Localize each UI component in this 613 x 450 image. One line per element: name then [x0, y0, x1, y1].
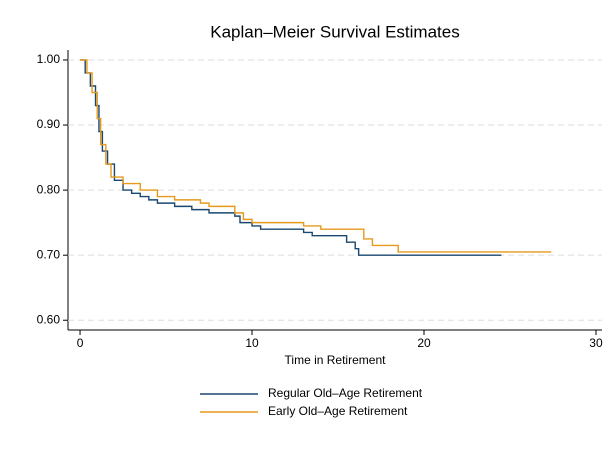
y-tick-label: 0.70 — [37, 247, 61, 261]
x-axis-label: Time in Retirement — [285, 353, 387, 367]
y-tick-label: 0.60 — [37, 312, 61, 326]
x-tick-label: 0 — [77, 336, 84, 350]
survival-line — [80, 59, 552, 253]
x-tick-label: 10 — [245, 336, 259, 350]
x-tick-label: 30 — [589, 336, 603, 350]
chart-title: Kaplan–Meier Survival Estimates — [210, 22, 459, 41]
legend-box — [192, 374, 437, 422]
y-tick-label: 0.90 — [37, 117, 61, 131]
legend-label: Regular Old–Age Retirement — [268, 386, 423, 400]
y-tick-label: 0.80 — [37, 182, 61, 196]
y-tick-label: 1.00 — [37, 52, 61, 66]
survival-line — [80, 59, 502, 256]
legend-label: Early Old–Age Retirement — [268, 404, 408, 418]
x-tick-label: 20 — [417, 336, 431, 350]
